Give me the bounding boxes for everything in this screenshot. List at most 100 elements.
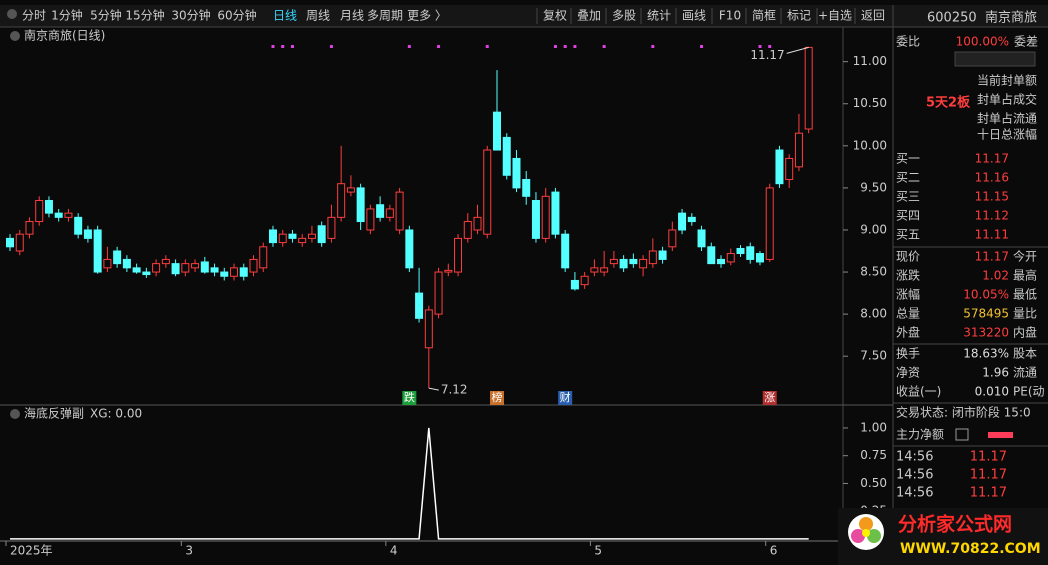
marker-box bbox=[490, 391, 504, 405]
period-tab[interactable]: 1分钟 bbox=[51, 8, 83, 23]
marker-box bbox=[762, 391, 777, 405]
candle-body bbox=[600, 267, 609, 273]
candle-body bbox=[619, 258, 628, 269]
period-tab[interactable]: 5分钟 bbox=[90, 8, 122, 23]
candle-body bbox=[726, 253, 735, 263]
x-tick-label: 2025年 bbox=[10, 544, 53, 558]
marker-label: 榜 bbox=[492, 390, 503, 404]
tick-time: 14:56 bbox=[896, 450, 933, 465]
tick-time: 14:56 bbox=[896, 486, 933, 501]
period-tab[interactable]: 60分钟 bbox=[217, 8, 256, 23]
candle-body bbox=[561, 233, 570, 269]
expand-button[interactable] bbox=[954, 51, 1036, 67]
x-tick-label: 3 bbox=[185, 544, 193, 558]
tool-button[interactable]: F10 bbox=[719, 9, 741, 23]
candle-body bbox=[191, 263, 200, 269]
flow-bar bbox=[988, 432, 1013, 438]
period-tab[interactable]: 15分钟 bbox=[125, 8, 164, 23]
watermark-url: WWW.70822.COM bbox=[900, 541, 1041, 557]
candle-body bbox=[502, 136, 511, 176]
candle-body bbox=[697, 229, 706, 248]
y-tick-label: 8.50 bbox=[860, 265, 887, 279]
collapse-icon[interactable] bbox=[10, 409, 20, 419]
period-tab[interactable]: 分时 bbox=[22, 9, 46, 23]
candle-body bbox=[483, 149, 492, 235]
stat-label: 收益(一) bbox=[896, 385, 941, 399]
candle-body bbox=[512, 157, 521, 189]
signal-dot bbox=[768, 45, 772, 48]
stat-right-label: 今开 bbox=[1013, 249, 1037, 264]
tool-button[interactable]: 简框 bbox=[752, 9, 776, 23]
tool-button[interactable]: 画线 bbox=[682, 9, 706, 23]
candle-body bbox=[356, 187, 365, 223]
stat-value: 578495 bbox=[963, 307, 1009, 321]
y-tick-label: 9.50 bbox=[860, 180, 887, 194]
bid-label: 买五 bbox=[896, 228, 920, 242]
period-tab[interactable]: 更多 〉 bbox=[407, 9, 447, 23]
candle-body bbox=[259, 246, 268, 269]
signal-dot bbox=[437, 45, 441, 48]
tool-button[interactable]: 复权 bbox=[543, 9, 567, 23]
stat-value: 0.010 bbox=[975, 385, 1009, 399]
candle-body bbox=[210, 267, 219, 273]
candle-body bbox=[278, 233, 287, 244]
collapse-icon[interactable] bbox=[10, 31, 20, 41]
candle-body bbox=[307, 233, 316, 239]
tool-button[interactable]: 统计 bbox=[647, 9, 671, 23]
annotation-label: 11.17 bbox=[750, 48, 784, 62]
candle-body bbox=[580, 275, 589, 286]
signal-dot bbox=[329, 45, 333, 48]
logo-center bbox=[862, 529, 870, 537]
tool-button[interactable]: 返回 bbox=[861, 9, 885, 23]
bid-price: 11.15 bbox=[975, 190, 1009, 204]
indicator-title: 海底反弹副 bbox=[24, 406, 84, 421]
bid-price: 11.11 bbox=[975, 228, 1009, 242]
chart-title: 南京商旅(日线) bbox=[24, 28, 105, 43]
period-tab[interactable]: 日线 bbox=[273, 9, 297, 23]
period-tab[interactable]: 月线 bbox=[340, 9, 364, 23]
tool-button[interactable]: 叠加 bbox=[577, 9, 601, 23]
flow-icon[interactable] bbox=[955, 428, 969, 441]
candle-body bbox=[171, 263, 180, 275]
period-tab[interactable]: 30分钟 bbox=[171, 8, 210, 23]
signal-dot bbox=[700, 45, 704, 48]
stat-right-label: 量比 bbox=[1013, 307, 1037, 321]
candle-body bbox=[473, 216, 482, 231]
tool-button[interactable]: 标记 bbox=[787, 9, 811, 23]
menu-icon[interactable] bbox=[7, 9, 17, 19]
candle-body bbox=[54, 212, 63, 218]
candle-body bbox=[385, 208, 394, 218]
candle-body bbox=[15, 233, 24, 252]
period-tab[interactable]: 周线 bbox=[306, 9, 330, 23]
candle-body bbox=[678, 212, 687, 231]
x-tick-label: 5 bbox=[594, 544, 602, 558]
stock-name: 南京商旅 bbox=[985, 10, 1037, 26]
signal-dot bbox=[602, 45, 606, 48]
candle-body bbox=[376, 204, 385, 218]
candle-body bbox=[122, 258, 131, 269]
tool-button[interactable]: +自选 bbox=[818, 9, 852, 23]
signal-dot bbox=[281, 45, 285, 48]
candle-body bbox=[93, 229, 102, 273]
period-tab[interactable]: 多周期 bbox=[367, 9, 403, 23]
logo-petal bbox=[859, 517, 873, 531]
stat-value: 18.63% bbox=[963, 347, 1009, 361]
annotation-label: 7.12 bbox=[441, 383, 468, 397]
candle-body bbox=[25, 221, 34, 235]
stat-right-label: 最高 bbox=[1013, 268, 1037, 283]
signal-dot bbox=[553, 45, 557, 48]
candle-body bbox=[74, 216, 83, 235]
bid-price: 11.12 bbox=[975, 209, 1009, 223]
y-tick-label: 0.75 bbox=[860, 448, 887, 462]
stat-label: 净资 bbox=[896, 366, 920, 380]
candle-body bbox=[35, 200, 44, 223]
bid-price: 11.17 bbox=[975, 152, 1009, 166]
candle-body bbox=[541, 195, 550, 239]
candle-body bbox=[648, 250, 657, 265]
weibi-label: 委比 bbox=[896, 35, 920, 49]
tool-button[interactable]: 多股 bbox=[612, 9, 636, 23]
candle-body bbox=[395, 191, 404, 231]
signal-dot bbox=[758, 45, 762, 48]
